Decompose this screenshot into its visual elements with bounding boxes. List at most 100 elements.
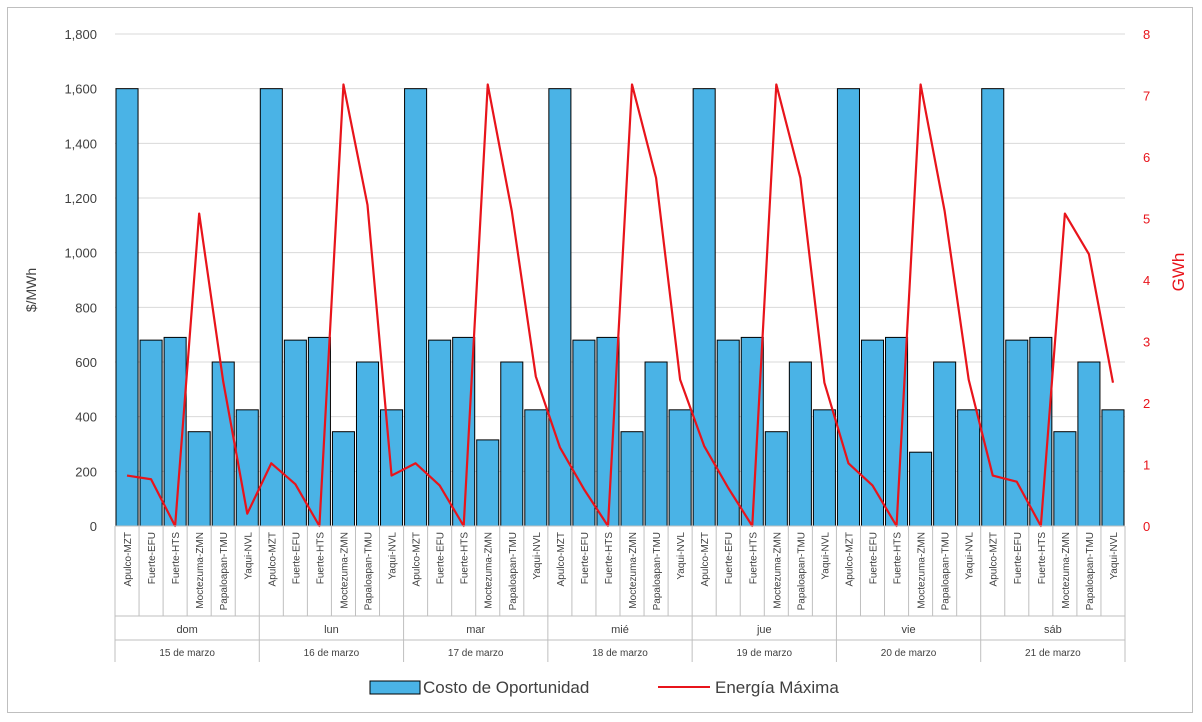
category-label: Moctezuma-ZMN — [772, 532, 783, 609]
bar — [500, 361, 524, 527]
category-label: Yaqui-NVL — [532, 532, 543, 580]
category-label: Apulco-MZT — [989, 532, 1000, 586]
y2-tick-label: 1 — [1143, 458, 1150, 473]
legend-label-energia: Energía Máxima — [715, 678, 839, 697]
bar — [764, 431, 788, 527]
y-tick-label: 1,400 — [64, 136, 97, 151]
bar — [572, 339, 596, 527]
date-label: 16 de marzo — [304, 648, 360, 659]
category-label: Fuerte-HTS — [171, 532, 182, 585]
y-tick-label: 800 — [75, 300, 97, 315]
category-label: Yaqui-NVL — [1109, 532, 1120, 580]
bar — [668, 409, 692, 527]
y2-axis-title: GWh — [1169, 253, 1188, 292]
legend-label-costo: Costo de Oportunidad — [423, 678, 589, 697]
category-label: Fuerte-EFU — [291, 532, 302, 584]
bar — [476, 439, 500, 527]
date-label: 21 de marzo — [1025, 648, 1081, 659]
day-label: jue — [756, 624, 772, 636]
bar — [1101, 409, 1125, 527]
category-label: Moctezuma-ZMN — [195, 532, 206, 609]
date-label: 17 de marzo — [448, 648, 504, 659]
y2-tick-label: 5 — [1143, 212, 1150, 227]
bar — [981, 88, 1005, 527]
bar — [355, 361, 380, 527]
y2-tick-label: 3 — [1143, 335, 1150, 350]
category-label: Papaloapan-TMU — [1085, 532, 1096, 610]
bar — [259, 88, 283, 527]
category-label: Yaqui-NVL — [820, 532, 831, 580]
category-label: Fuerte-EFU — [1013, 532, 1024, 584]
category-label: Papaloapan-TMU — [508, 532, 519, 610]
y-tick-label: 600 — [75, 355, 97, 370]
bar — [404, 88, 428, 527]
bar — [909, 451, 933, 527]
category-label: Fuerte-HTS — [748, 532, 759, 585]
category-axis: Apulco-MZT Fuerte-EFU Fuerte-HTS Moctezuma-… — [114, 526, 1126, 662]
category-label: Moctezuma-ZMN — [917, 532, 928, 609]
bar — [812, 409, 836, 527]
y2-tick-label: 6 — [1143, 150, 1150, 165]
bar — [187, 431, 211, 527]
date-label: 15 de marzo — [159, 648, 215, 659]
bar — [957, 409, 981, 527]
category-label: Apulco-MZT — [844, 532, 855, 586]
date-label: 18 de marzo — [592, 648, 648, 659]
y2-tick-label: 0 — [1143, 519, 1150, 534]
category-label: Apulco-MZT — [267, 532, 278, 586]
category-label: Apulco-MZT — [556, 532, 567, 586]
category-label: Papaloapan-TMU — [941, 532, 952, 610]
category-label: Apulco-MZT — [700, 532, 711, 586]
category-label: Papaloapan-TMU — [652, 532, 663, 610]
category-label: Papaloapan-TMU — [219, 532, 230, 610]
category-label: Yaqui-NVL — [243, 532, 254, 580]
bar — [620, 431, 644, 527]
category-label: Apulco-MZT — [123, 532, 134, 586]
line-series — [126, 83, 1115, 528]
category-label: Fuerte-HTS — [315, 532, 326, 585]
day-label: dom — [176, 624, 197, 636]
day-label: vie — [902, 624, 916, 636]
category-label: Moctezuma-ZMN — [1061, 532, 1072, 609]
category-label: Moctezuma-ZMN — [628, 532, 639, 609]
y-tick-label: 1,200 — [64, 191, 97, 206]
category-label: Apulco-MZT — [412, 532, 423, 586]
y2-tick-label: 4 — [1143, 273, 1150, 288]
category-label: Fuerte-EFU — [724, 532, 735, 584]
y-tick-label: 1,800 — [64, 27, 97, 42]
day-label: mar — [466, 624, 485, 636]
category-label: Papaloapan-TMU — [364, 532, 375, 610]
category-label: Yaqui-NVL — [676, 532, 687, 580]
y-tick-label: 0 — [90, 519, 97, 534]
energia-line — [126, 83, 1115, 528]
bar — [933, 361, 957, 527]
category-label: Fuerte-EFU — [869, 532, 880, 584]
legend-swatch-bar — [369, 680, 421, 695]
category-label: Papaloapan-TMU — [796, 532, 807, 610]
category-label: Fuerte-HTS — [1037, 532, 1048, 585]
category-label: Moctezuma-ZMN — [339, 532, 350, 609]
category-label: Fuerte-EFU — [147, 532, 158, 584]
bar — [1077, 361, 1101, 527]
bar — [644, 361, 668, 527]
bar — [139, 339, 163, 527]
y-tick-label: 200 — [75, 464, 97, 479]
chart-frame: 0 200 400 600 800 1,000 1,200 1,400 1,600 1,800 0 1… — [7, 7, 1193, 713]
category-label: Fuerte-EFU — [436, 532, 447, 584]
y-axis-title: $/MWh — [23, 268, 39, 312]
y2-tick-label: 2 — [1143, 396, 1150, 411]
date-label: 19 de marzo — [736, 648, 792, 659]
day-label: mié — [611, 624, 629, 636]
bar — [788, 361, 812, 527]
gridlines — [115, 33, 1125, 472]
category-label: Fuerte-HTS — [893, 532, 904, 585]
y-tick-label: 400 — [75, 410, 97, 425]
day-label: lun — [324, 624, 339, 636]
day-label: sáb — [1044, 624, 1062, 636]
y2-tick-label: 8 — [1143, 27, 1150, 42]
bar — [1053, 431, 1077, 527]
category-label: Yaqui-NVL — [965, 532, 976, 580]
combo-chart: 0 200 400 600 800 1,000 1,200 1,400 1,600 1,800 0 1… — [23, 27, 1188, 697]
bar — [524, 409, 548, 527]
date-label: 20 de marzo — [881, 648, 937, 659]
